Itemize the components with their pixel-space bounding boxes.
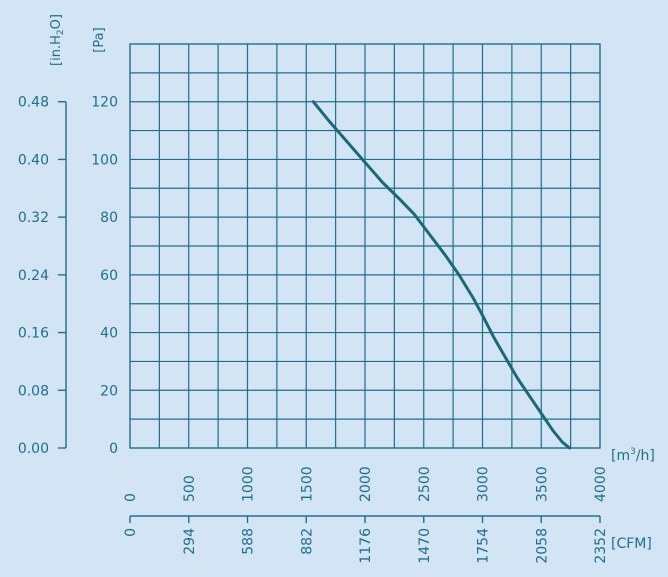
inh2o-tick-label: 0.32 <box>18 210 49 226</box>
pa-tick-label: 40 <box>100 326 118 342</box>
performance-curve <box>311 100 571 450</box>
pa-tick-label: 120 <box>91 95 118 111</box>
cfm-tick-label: 2058 <box>534 528 550 564</box>
cfm-tick-label: 1176 <box>358 528 374 564</box>
inh2o-tick-label: 0.40 <box>18 152 49 168</box>
pa-tick-label: 80 <box>100 210 118 226</box>
pa-axis-label: [Pa] <box>92 27 107 52</box>
m3h-tick-label: 3000 <box>476 466 492 502</box>
m3h-axis-label: [m3/h] <box>611 447 655 464</box>
inh2o-tick-label: 0.00 <box>18 441 49 457</box>
cfm-axis-label: [CFM] <box>611 536 652 552</box>
cfm-tick-label: 1470 <box>417 528 433 564</box>
m3h-tick-label: 4000 <box>593 466 609 502</box>
inh2o-tick-label: 0.16 <box>18 326 49 342</box>
m3h-tick-label: 3500 <box>534 466 550 502</box>
m3h-tick-label: 1000 <box>241 466 257 502</box>
plot-grid <box>129 43 601 449</box>
m3h-tick-label: 2000 <box>358 466 374 502</box>
cfm-tick-label: 294 <box>182 528 198 555</box>
pa-tick-label: 100 <box>91 152 118 168</box>
m3h-tick-label: 0 <box>123 493 139 502</box>
cfm-tick-label: 0 <box>123 528 139 537</box>
inh2o-tick-label: 0.24 <box>18 268 49 284</box>
cfm-tick-label: 2352 <box>593 528 609 564</box>
cfm-tick-label: 588 <box>241 528 257 555</box>
m3h-tick-label: 1500 <box>299 466 315 502</box>
m3h-tick-label: 500 <box>182 475 198 502</box>
inh2o-axis-label: [in.H2O] <box>49 14 66 66</box>
pa-tick-label: 0 <box>109 441 118 457</box>
pa-tick-label: 60 <box>100 268 118 284</box>
cfm-tick-label: 1754 <box>476 528 492 564</box>
inh2o-tick-label: 0.48 <box>18 95 49 111</box>
axes-layer: 0 20 40 60 80 100 120 0.00 0.08 0.16 0.24 0.32 0.40 0… <box>18 95 609 564</box>
m3h-tick-label: 2500 <box>417 466 433 502</box>
curve-layer <box>311 100 571 450</box>
pa-tick-label: 20 <box>100 383 118 399</box>
cfm-tick-label: 882 <box>299 528 315 555</box>
inh2o-tick-label: 0.08 <box>18 383 49 399</box>
